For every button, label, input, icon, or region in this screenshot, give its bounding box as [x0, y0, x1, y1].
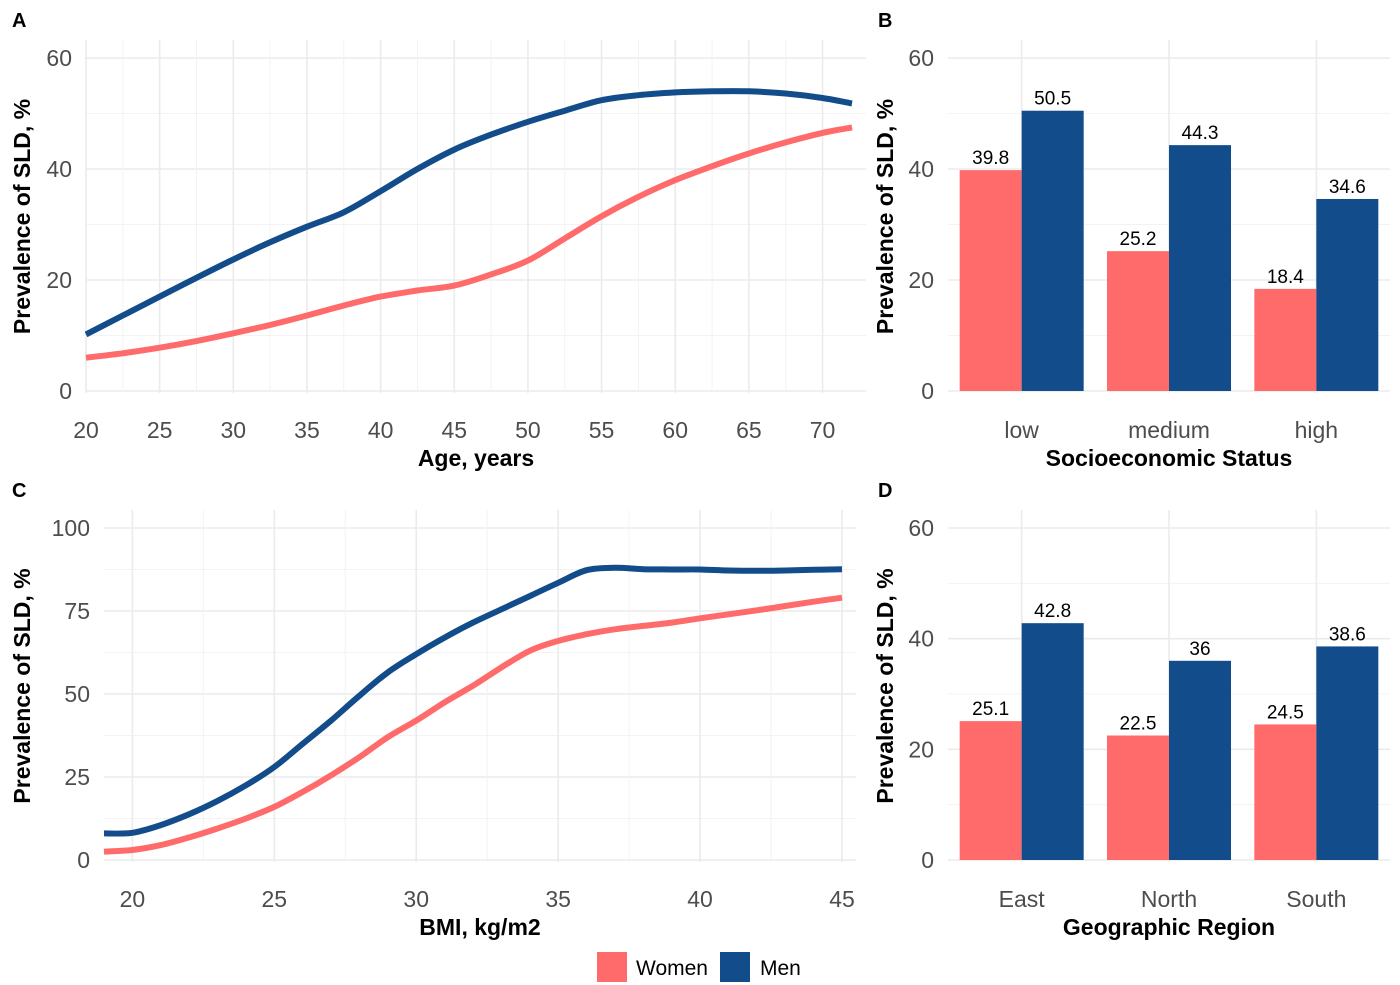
- legend-label-women: Women: [636, 957, 708, 980]
- x-tick-label: 60: [662, 417, 688, 443]
- x-tick-label: 40: [368, 417, 394, 443]
- x-tick-label: East: [999, 886, 1046, 912]
- bar-women: [1254, 724, 1317, 860]
- y-tick-label: 60: [908, 45, 934, 71]
- y-tick-label: 0: [77, 847, 90, 873]
- bar-women: [1107, 251, 1169, 391]
- y-axis-title: Prevalence of SLD, %: [872, 568, 898, 803]
- x-tick-label: high: [1295, 417, 1338, 443]
- legend-swatch-men: [720, 952, 750, 982]
- line-men: [103, 564, 843, 837]
- bar-value-label: 18.4: [1267, 267, 1304, 288]
- panel-c: C 0 25 50 75 100 Prevalence of SLD, % BMI, kg/m…: [9, 480, 856, 940]
- bar-value-label: 42.8: [1034, 601, 1071, 622]
- bar-men: [1316, 198, 1379, 391]
- x-axis-title: BMI, kg/m2: [419, 914, 540, 940]
- bar-men: [1316, 646, 1379, 860]
- bar-value-label: 44.3: [1182, 123, 1219, 144]
- bar-men: [1169, 660, 1231, 860]
- x-axis-title: Socioeconomic Status: [1046, 445, 1293, 471]
- x-tick-label: 50: [515, 417, 541, 443]
- legend-label-men: Men: [760, 957, 801, 980]
- bar-value-label: 38.6: [1329, 624, 1366, 645]
- y-tick-label: 0: [921, 378, 934, 404]
- x-tick-label: 35: [294, 417, 320, 443]
- bar-value-label: 36: [1189, 639, 1210, 660]
- bar-value-label: 25.2: [1120, 229, 1157, 250]
- y-tick-label: 40: [908, 156, 934, 182]
- y-tick-label: 75: [64, 598, 90, 624]
- y-tick-label: 20: [46, 267, 72, 293]
- bar-women: [1107, 735, 1169, 860]
- legend-swatch-women: [597, 952, 627, 982]
- x-tick-label: 40: [687, 886, 713, 912]
- x-tick-label: medium: [1128, 417, 1210, 443]
- panel-label: A: [12, 10, 26, 32]
- panel-label: D: [878, 480, 892, 502]
- x-axis-title: Geographic Region: [1063, 914, 1275, 940]
- x-tick-label: South: [1286, 886, 1346, 912]
- x-tick-label: 55: [589, 417, 615, 443]
- line-men: [84, 88, 853, 338]
- y-axis-title: Prevalence of SLD, %: [9, 568, 35, 803]
- bar-women: [959, 170, 1022, 391]
- bar-women: [959, 721, 1022, 860]
- y-tick-label: 50: [64, 681, 90, 707]
- x-tick-label: 25: [262, 886, 288, 912]
- bar-value-label: 22.5: [1120, 714, 1157, 735]
- x-tick-label: 45: [441, 417, 467, 443]
- x-tick-label: low: [1004, 417, 1039, 443]
- line-women: [85, 124, 853, 361]
- bar-men: [1021, 110, 1084, 391]
- panel-b: B 0 20 40 60 Prevalence of SLD, % Socioeconomi…: [872, 10, 1390, 471]
- y-axis-title: Prevalence of SLD, %: [872, 99, 898, 334]
- panel-d: D 0 20 40 60 Prevalence of SLD, % Geographic R…: [872, 480, 1390, 940]
- y-tick-label: 0: [59, 378, 72, 404]
- x-tick-label: 20: [120, 886, 146, 912]
- panel-label: B: [878, 10, 892, 32]
- y-tick-label: 40: [46, 156, 72, 182]
- y-tick-label: 20: [908, 267, 934, 293]
- y-tick-label: 0: [921, 847, 934, 873]
- bar-value-label: 34.6: [1329, 177, 1366, 198]
- y-tick-label: 20: [908, 736, 934, 762]
- x-tick-label: 25: [147, 417, 173, 443]
- line-women: [103, 594, 843, 855]
- y-tick-label: 100: [52, 515, 90, 541]
- bar-value-label: 39.8: [972, 148, 1009, 169]
- bar-men: [1021, 623, 1084, 860]
- y-tick-label: 60: [46, 45, 72, 71]
- y-tick-label: 60: [908, 515, 934, 541]
- legend: Women Men: [597, 952, 801, 982]
- x-tick-label: 35: [545, 886, 571, 912]
- x-tick-label: 30: [403, 886, 429, 912]
- x-tick-label: 70: [810, 417, 836, 443]
- x-tick-label: 30: [221, 417, 247, 443]
- y-tick-label: 40: [908, 626, 934, 652]
- x-tick-label: 20: [73, 417, 99, 443]
- panel-label: C: [12, 480, 26, 502]
- y-axis-title: Prevalence of SLD, %: [9, 99, 35, 334]
- bar-men: [1169, 145, 1231, 391]
- x-tick-label: North: [1141, 886, 1197, 912]
- x-tick-label: 45: [829, 886, 855, 912]
- bar-women: [1254, 288, 1317, 391]
- bar-value-label: 25.1: [972, 699, 1009, 720]
- bar-value-label: 24.5: [1267, 702, 1304, 723]
- bar-value-label: 50.5: [1034, 89, 1071, 110]
- x-tick-label: 65: [736, 417, 762, 443]
- x-axis-title: Age, years: [418, 445, 534, 471]
- y-tick-label: 25: [64, 764, 90, 790]
